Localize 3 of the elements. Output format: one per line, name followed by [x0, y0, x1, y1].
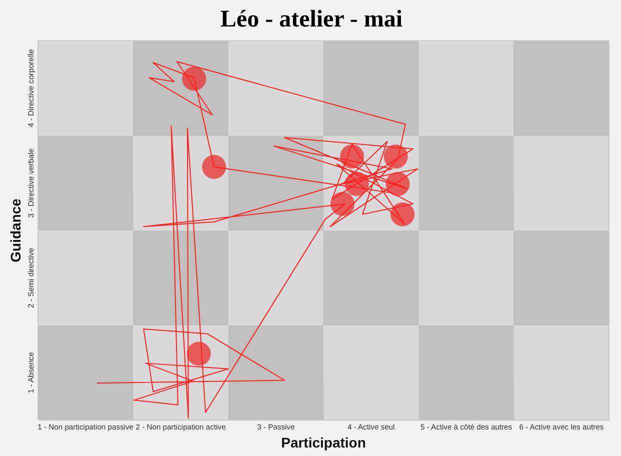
- y-axis-title: Guidance: [7, 198, 24, 262]
- x-axis-title: Participation: [281, 434, 366, 450]
- chart-title: Léo - atelier - mai: [220, 6, 403, 33]
